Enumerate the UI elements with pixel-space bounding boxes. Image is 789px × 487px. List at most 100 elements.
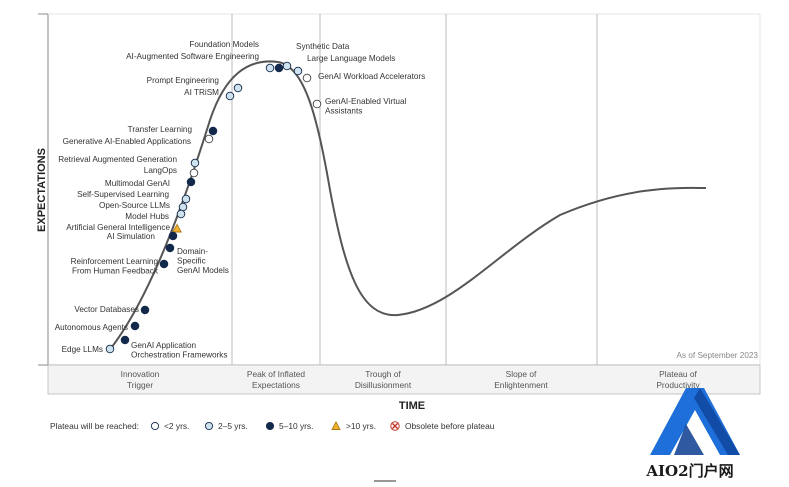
marker-open-source-llms [178,202,188,212]
marker-foundation-models [265,63,275,73]
label-domain-specific-genai-models-line2: Specific [177,257,206,266]
marker-langops [189,168,199,178]
tech-item-retrieval-augmented-generation: Retrieval Augmented Generation [58,155,200,168]
label-genai-enabled-virtual-assistants-line2: Assistants [325,107,362,116]
tech-item-ai-simulation: AI Simulation [107,231,178,241]
label-open-source-llms: Open-Source LLMs [99,201,170,210]
label-artificial-general-intelligence: Artificial General Intelligence [66,223,170,232]
watermark-text: AIO2门户网 [645,462,733,480]
phase-slope-l2: Enlightenment [494,380,548,390]
legend-marker-gt10 [331,421,341,430]
tech-item-edge-llms: Edge LLMs [62,344,115,354]
label-genai-workload-accelerators: GenAI Workload Accelerators [318,72,425,81]
y-axis-title: EXPECTATIONS [36,148,48,232]
phase-plateau-l1: Plateau of [659,369,697,379]
date-note: As of September 2023 [677,351,759,360]
tech-item-foundation-models: Foundation Models [189,40,275,73]
tech-item-open-source-llms: Open-Source LLMs [99,201,188,212]
tech-item-synthetic-data: Synthetic Data [282,42,350,71]
phase-trough-l2: Disillusionment [355,380,412,390]
marker-reinforcement-learning-from-human-feedback [159,259,169,269]
plot-frame [38,13,761,395]
marker-edge-llms [105,344,115,354]
legend-marker-5to10 [265,421,275,431]
tech-item-autonomous-agents: Autonomous Agents [55,321,140,332]
tech-item-ai-augmented-software-engineering: AI-Augmented Software Engineering [126,52,284,73]
label-vector-databases: Vector Databases [74,305,139,314]
label-autonomous-agents: Autonomous Agents [55,323,128,332]
marker-ai-augmented-software-engineering [274,63,284,73]
marker-domain-specific-genai-models [165,243,175,253]
marker-large-language-models [293,66,303,76]
marker-ai-trism [225,91,235,101]
technology-layer: Foundation Models AI-Augmented Software E… [55,40,426,360]
phase-innovation-trigger-l1: Innovation [121,369,160,379]
label-domain-specific-genai-models-line3: GenAI Models [177,266,229,275]
label-genai-application-orchestration-frameworks-line1: GenAI Application [131,341,197,350]
tech-item-model-hubs: Model Hubs [125,209,186,221]
tech-item-large-language-models: Large Language Models [293,54,395,76]
label-langops: LangOps [144,166,177,175]
label-genai-enabled-virtual-assistants-line1: GenAI-Enabled Virtual [325,97,407,106]
marker-model-hubs [176,209,186,219]
label-generative-ai-enabled-applications: Generative AI-Enabled Applications [63,137,191,146]
marker-vector-databases [140,305,150,315]
label-foundation-models: Foundation Models [189,40,259,49]
marker-artificial-general-intelligence [172,223,182,233]
x-axis-title: TIME [399,400,425,412]
legend-label-5to10: 5–10 yrs. [279,421,313,431]
marker-transfer-learning [208,126,218,136]
label-edge-llms: Edge LLMs [62,345,103,354]
watermark: AIO2门户网 [645,388,740,480]
label-retrieval-augmented-generation: Retrieval Augmented Generation [58,155,177,164]
label-ai-augmented-software-engineering: AI-Augmented Software Engineering [126,52,259,61]
legend-title: Plateau will be reached: [50,421,139,431]
hype-curve [107,60,707,353]
tech-item-multimodal-genai: Multimodal GenAI [105,177,196,188]
phase-trough-l1: Trough of [365,369,401,379]
legend-label-2to5: 2–5 yrs. [218,421,248,431]
label-ai-trism: AI TRiSM [184,88,219,97]
tech-item-genai-workload-accelerators: GenAI Workload Accelerators [302,72,425,83]
label-prompt-engineering: Prompt Engineering [147,76,220,85]
marker-genai-workload-accelerators [302,73,312,83]
legend-marker-lt2 [150,421,160,431]
marker-prompt-engineering [233,83,243,93]
legend: Plateau will be reached: <2 yrs. 2–5 yrs… [50,421,495,431]
marker-retrieval-augmented-generation [190,158,200,168]
marker-autonomous-agents [130,321,140,331]
phase-labels: Innovation Trigger Peak of Inflated Expe… [121,369,701,390]
tech-item-prompt-engineering: Prompt Engineering [147,76,243,93]
marker-genai-application-orchestration-frameworks [120,335,130,345]
legend-marker-2to5 [204,421,214,431]
tech-item-ai-trism: AI TRiSM [184,88,235,101]
phase-plateau-l2: Productivity [656,380,700,390]
legend-label-obsolete: Obsolete before plateau [405,421,495,431]
marker-generative-ai-enabled-applications [204,134,214,144]
phase-slope-l1: Slope of [506,369,537,379]
label-large-language-models: Large Language Models [307,54,395,63]
label-synthetic-data: Synthetic Data [296,42,350,51]
label-multimodal-genai: Multimodal GenAI [105,179,170,188]
phase-innovation-trigger-l2: Trigger [127,380,153,390]
label-self-supervised-learning: Self-Supervised Learning [77,190,169,199]
phase-peak-l1: Peak of Inflated [247,369,306,379]
phase-peak-l2: Expectations [252,380,300,390]
tech-item-langops: LangOps [144,166,199,178]
label-transfer-learning: Transfer Learning [128,125,193,134]
marker-synthetic-data [282,61,292,71]
tech-item-artificial-general-intelligence: Artificial General Intelligence [66,223,182,233]
legend-label-gt10: >10 yrs. [346,421,376,431]
label-genai-application-orchestration-frameworks-line2: Orchestration Frameworks [131,351,227,360]
marker-multimodal-genai [186,177,196,187]
tech-item-self-supervised-learning: Self-Supervised Learning [77,190,191,204]
label-reinforcement-learning-from-human-feedback-line1: Reinforcement Learning [71,257,159,266]
marker-ai-simulation [168,231,178,241]
marker-genai-enabled-virtual-assistants [312,99,322,109]
label-ai-simulation: AI Simulation [107,232,156,241]
